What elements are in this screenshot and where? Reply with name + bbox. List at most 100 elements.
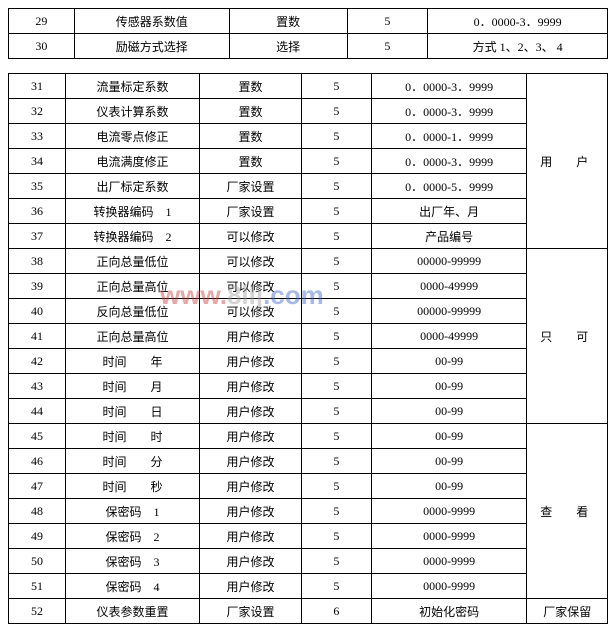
cell-name: 流量标定系数 xyxy=(65,74,199,99)
table-row: 38正向总量低位可以修改500000-99999只 可 xyxy=(9,249,608,274)
cell-name: 出厂标定系数 xyxy=(65,174,199,199)
cell-idx: 32 xyxy=(9,99,66,124)
cell-lvl: 5 xyxy=(302,374,372,399)
cell-type: 用户修改 xyxy=(200,499,302,524)
cell-type: 用户修改 xyxy=(200,399,302,424)
cell-idx: 30 xyxy=(9,34,75,59)
cell-range: 00-99 xyxy=(371,374,527,399)
cell-idx: 40 xyxy=(9,299,66,324)
cell-lvl: 5 xyxy=(302,299,372,324)
cell-type: 用户修改 xyxy=(200,374,302,399)
cell-idx: 48 xyxy=(9,499,66,524)
cell-lvl: 5 xyxy=(302,574,372,599)
cell-lvl: 5 xyxy=(347,34,428,59)
cell-lvl: 5 xyxy=(347,9,428,34)
cell-range: 0000-9999 xyxy=(371,499,527,524)
table-row: 37转换器编码 2可以修改5产品编号 xyxy=(9,224,608,249)
cell-name: 电流零点修正 xyxy=(65,124,199,149)
cell-lvl: 5 xyxy=(302,274,372,299)
cell-type: 用户修改 xyxy=(200,424,302,449)
cell-name: 转换器编码 1 xyxy=(65,199,199,224)
cell-lvl: 5 xyxy=(302,349,372,374)
table-row: 31流量标定系数置数50．0000-3．9999用 户 xyxy=(9,74,608,99)
cell-name: 时间 秒 xyxy=(65,474,199,499)
table-row: 51保密码 4用户修改50000-9999 xyxy=(9,574,608,599)
cell-lvl: 5 xyxy=(302,324,372,349)
cell-name: 保密码 1 xyxy=(65,499,199,524)
cell-idx: 37 xyxy=(9,224,66,249)
cell-type: 厂家设置 xyxy=(200,174,302,199)
cell-type: 选择 xyxy=(229,34,347,59)
cell-type: 厂家设置 xyxy=(200,599,302,624)
cell-range: 0．0000-5．9999 xyxy=(371,174,527,199)
cell-type: 用户修改 xyxy=(200,524,302,549)
cell-name: 传感器系数值 xyxy=(74,9,229,34)
table-row: 36转换器编码 1厂家设置5出厂年、月 xyxy=(9,199,608,224)
cell-lvl: 5 xyxy=(302,249,372,274)
table-row: 50保密码 3用户修改50000-9999 xyxy=(9,549,608,574)
table-row: 43时间 月用户修改500-99 xyxy=(9,374,608,399)
cell-name: 时间 年 xyxy=(65,349,199,374)
table-row: 47时间 秒用户修改500-99 xyxy=(9,474,608,499)
side-label: 厂家保留 xyxy=(527,599,608,624)
table-row: 45时间 时用户修改500-99查 看 xyxy=(9,424,608,449)
cell-type: 用户修改 xyxy=(200,349,302,374)
cell-range: 0．0000-3．9999 xyxy=(428,9,608,34)
cell-idx: 39 xyxy=(9,274,66,299)
cell-lvl: 5 xyxy=(302,174,372,199)
cell-name: 电流满度修正 xyxy=(65,149,199,174)
cell-type: 置数 xyxy=(229,9,347,34)
cell-type: 置数 xyxy=(200,74,302,99)
table-row: 32仪表计算系数置数50．0000-3．9999 xyxy=(9,99,608,124)
cell-range: 0000-9999 xyxy=(371,574,527,599)
cell-idx: 52 xyxy=(9,599,66,624)
side-label: 只 可 xyxy=(527,249,608,424)
cell-lvl: 5 xyxy=(302,99,372,124)
cell-range: 00-99 xyxy=(371,424,527,449)
main-table: 31流量标定系数置数50．0000-3．9999用 户32仪表计算系数置数50．… xyxy=(8,73,608,624)
cell-idx: 45 xyxy=(9,424,66,449)
cell-range: 0．0000-3．9999 xyxy=(371,99,527,124)
cell-name: 励磁方式选择 xyxy=(74,34,229,59)
cell-lvl: 5 xyxy=(302,524,372,549)
table-row: 49保密码 2用户修改50000-9999 xyxy=(9,524,608,549)
cell-name: 反向总量低位 xyxy=(65,299,199,324)
cell-idx: 47 xyxy=(9,474,66,499)
cell-name: 正向总量高位 xyxy=(65,324,199,349)
table-row: 34电流满度修正置数50．0000-3．9999 xyxy=(9,149,608,174)
cell-type: 可以修改 xyxy=(200,249,302,274)
top-table: 29传感器系数值置数50．0000-3．999930励磁方式选择选择5方式 1、… xyxy=(8,8,608,59)
cell-idx: 42 xyxy=(9,349,66,374)
cell-range: 00000-99999 xyxy=(371,299,527,324)
cell-range: 0000-9999 xyxy=(371,549,527,574)
cell-name: 保密码 2 xyxy=(65,524,199,549)
cell-name: 保密码 3 xyxy=(65,549,199,574)
cell-range: 00-99 xyxy=(371,399,527,424)
cell-lvl: 5 xyxy=(302,474,372,499)
cell-lvl: 5 xyxy=(302,449,372,474)
cell-idx: 44 xyxy=(9,399,66,424)
cell-range: 方式 1、2、3、 4 xyxy=(428,34,608,59)
cell-idx: 35 xyxy=(9,174,66,199)
cell-lvl: 5 xyxy=(302,224,372,249)
cell-range: 0000-49999 xyxy=(371,324,527,349)
table-row: 30励磁方式选择选择5方式 1、2、3、 4 xyxy=(9,34,608,59)
cell-range: 0．0000-1．9999 xyxy=(371,124,527,149)
cell-idx: 43 xyxy=(9,374,66,399)
table-row: 48保密码 1用户修改50000-9999 xyxy=(9,499,608,524)
cell-name: 转换器编码 2 xyxy=(65,224,199,249)
table-row: 33电流零点修正置数50．0000-1．9999 xyxy=(9,124,608,149)
cell-idx: 38 xyxy=(9,249,66,274)
cell-type: 用户修改 xyxy=(200,549,302,574)
table-row: 52仪表参数重置厂家设置6初始化密码厂家保留 xyxy=(9,599,608,624)
table-row: 39正向总量高位可以修改50000-49999 xyxy=(9,274,608,299)
side-label: 用 户 xyxy=(527,74,608,249)
cell-range: 00000-99999 xyxy=(371,249,527,274)
cell-range: 0．0000-3．9999 xyxy=(371,74,527,99)
cell-idx: 36 xyxy=(9,199,66,224)
cell-name: 时间 月 xyxy=(65,374,199,399)
cell-type: 用户修改 xyxy=(200,449,302,474)
cell-type: 置数 xyxy=(200,124,302,149)
cell-name: 保密码 4 xyxy=(65,574,199,599)
cell-range: 00-99 xyxy=(371,349,527,374)
